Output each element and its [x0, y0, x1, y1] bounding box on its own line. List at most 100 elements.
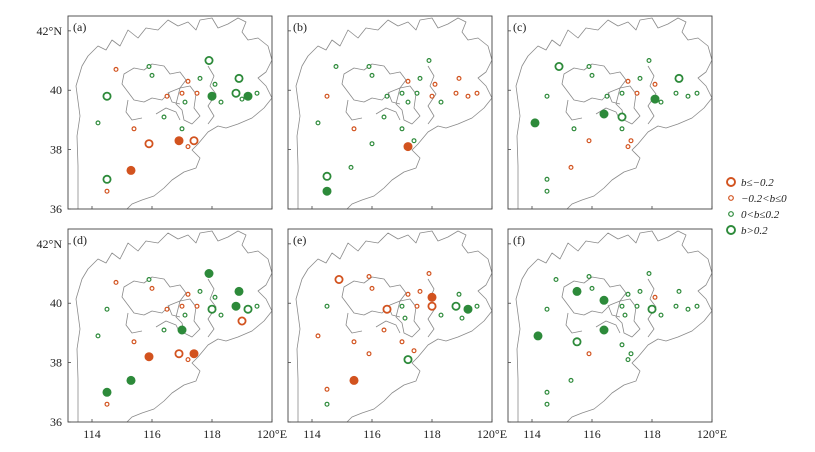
station-marker [589, 72, 595, 78]
y-tick-label: 42°N [37, 237, 63, 251]
station-marker [427, 301, 437, 311]
station-marker [554, 62, 564, 72]
station-marker [456, 291, 462, 297]
station-marker [131, 339, 137, 345]
station-marker [568, 377, 574, 383]
legend-item: b>0.2 [726, 225, 768, 237]
station-marker [414, 90, 420, 96]
station-marker [104, 401, 110, 407]
x-tick-label: 118 [423, 427, 441, 441]
station-marker [182, 99, 188, 105]
map-panel: (e) 114 116 118 120°E [287, 228, 507, 441]
station-marker [102, 91, 112, 101]
station-marker [174, 349, 184, 359]
station-marker [426, 57, 432, 63]
station-marker [544, 389, 550, 395]
station-marker [381, 114, 387, 120]
station-marker [429, 93, 435, 99]
station-marker [185, 78, 191, 84]
station-marker [161, 114, 167, 120]
district-boundary [341, 276, 407, 316]
station-marker [676, 288, 682, 294]
y-tick-label: 42°N [37, 24, 63, 38]
station-marker [628, 351, 634, 357]
station-marker [402, 315, 408, 321]
district-boundary [561, 63, 627, 103]
station-marker [189, 349, 199, 359]
station-marker [179, 126, 185, 132]
x-tick-label: 116 [583, 427, 601, 441]
x-tick-label: 114 [523, 427, 541, 441]
station-marker [694, 303, 700, 309]
province-boundary [295, 230, 492, 422]
station-marker [315, 120, 321, 126]
station-marker [349, 375, 359, 385]
station-marker [572, 286, 582, 296]
station-marker [427, 292, 437, 302]
station-marker [628, 138, 634, 144]
station-marker [459, 315, 465, 321]
map-panel: (b) [287, 15, 493, 210]
station-marker [599, 295, 609, 305]
station-marker [586, 138, 592, 144]
legend-marker [728, 211, 734, 217]
station-marker [113, 279, 119, 285]
station-marker [411, 348, 417, 354]
station-marker [102, 387, 112, 397]
station-marker [414, 303, 420, 309]
station-marker [324, 93, 330, 99]
map-panel: (f) 114 116 118 120°E [507, 228, 727, 441]
station-marker [254, 303, 260, 309]
station-marker [625, 78, 631, 84]
station-marker [164, 93, 170, 99]
station-marker [544, 176, 550, 182]
station-marker [366, 63, 372, 69]
y-tick-label: 40 [50, 83, 62, 97]
x-tick-label: 120°E [697, 427, 727, 441]
station-marker [207, 91, 217, 101]
station-marker [417, 75, 423, 81]
x-tick-label: 118 [203, 427, 221, 441]
station-marker [131, 126, 137, 132]
station-marker [533, 331, 543, 341]
boundary-lines [295, 17, 492, 209]
panel-label: (b) [293, 20, 307, 34]
station-marker [234, 73, 244, 83]
station-marker [544, 93, 550, 99]
station-marker [204, 56, 214, 66]
station-marker [399, 339, 405, 345]
station-marker [334, 275, 344, 285]
map-panels: (a) 42°N 40 38 36 (b) (c) (d) 42°N 40 38 36 114 116 11… [37, 15, 727, 441]
panel-label: (d) [73, 233, 87, 247]
district-boundary [565, 99, 583, 121]
station-marker [544, 306, 550, 312]
station-marker [589, 285, 595, 291]
station-marker [381, 327, 387, 333]
station-marker [673, 90, 679, 96]
district-boundary [375, 107, 401, 121]
station-marker [164, 306, 170, 312]
station-marker [619, 342, 625, 348]
station-marker [102, 174, 112, 184]
station-marker [405, 291, 411, 297]
station-marker [126, 165, 136, 175]
station-marker [243, 91, 253, 101]
station-marker [146, 63, 152, 69]
x-tick-label: 116 [143, 427, 161, 441]
station-marker [126, 375, 136, 385]
station-marker [572, 337, 582, 347]
district-boundary [395, 85, 421, 125]
y-tick-label: 38 [50, 143, 62, 157]
station-marker [571, 126, 577, 132]
station-marker [453, 90, 459, 96]
station-marker [544, 188, 550, 194]
station-marker [161, 327, 167, 333]
station-marker [185, 144, 191, 150]
district-boundary [615, 85, 641, 125]
province-boundary [515, 230, 712, 422]
panel-frame [507, 15, 713, 210]
station-marker [451, 301, 461, 311]
district-boundary [175, 85, 201, 125]
station-marker [149, 72, 155, 78]
map-panel: (d) 42°N 40 38 36 114 116 118 120°E [37, 228, 287, 441]
